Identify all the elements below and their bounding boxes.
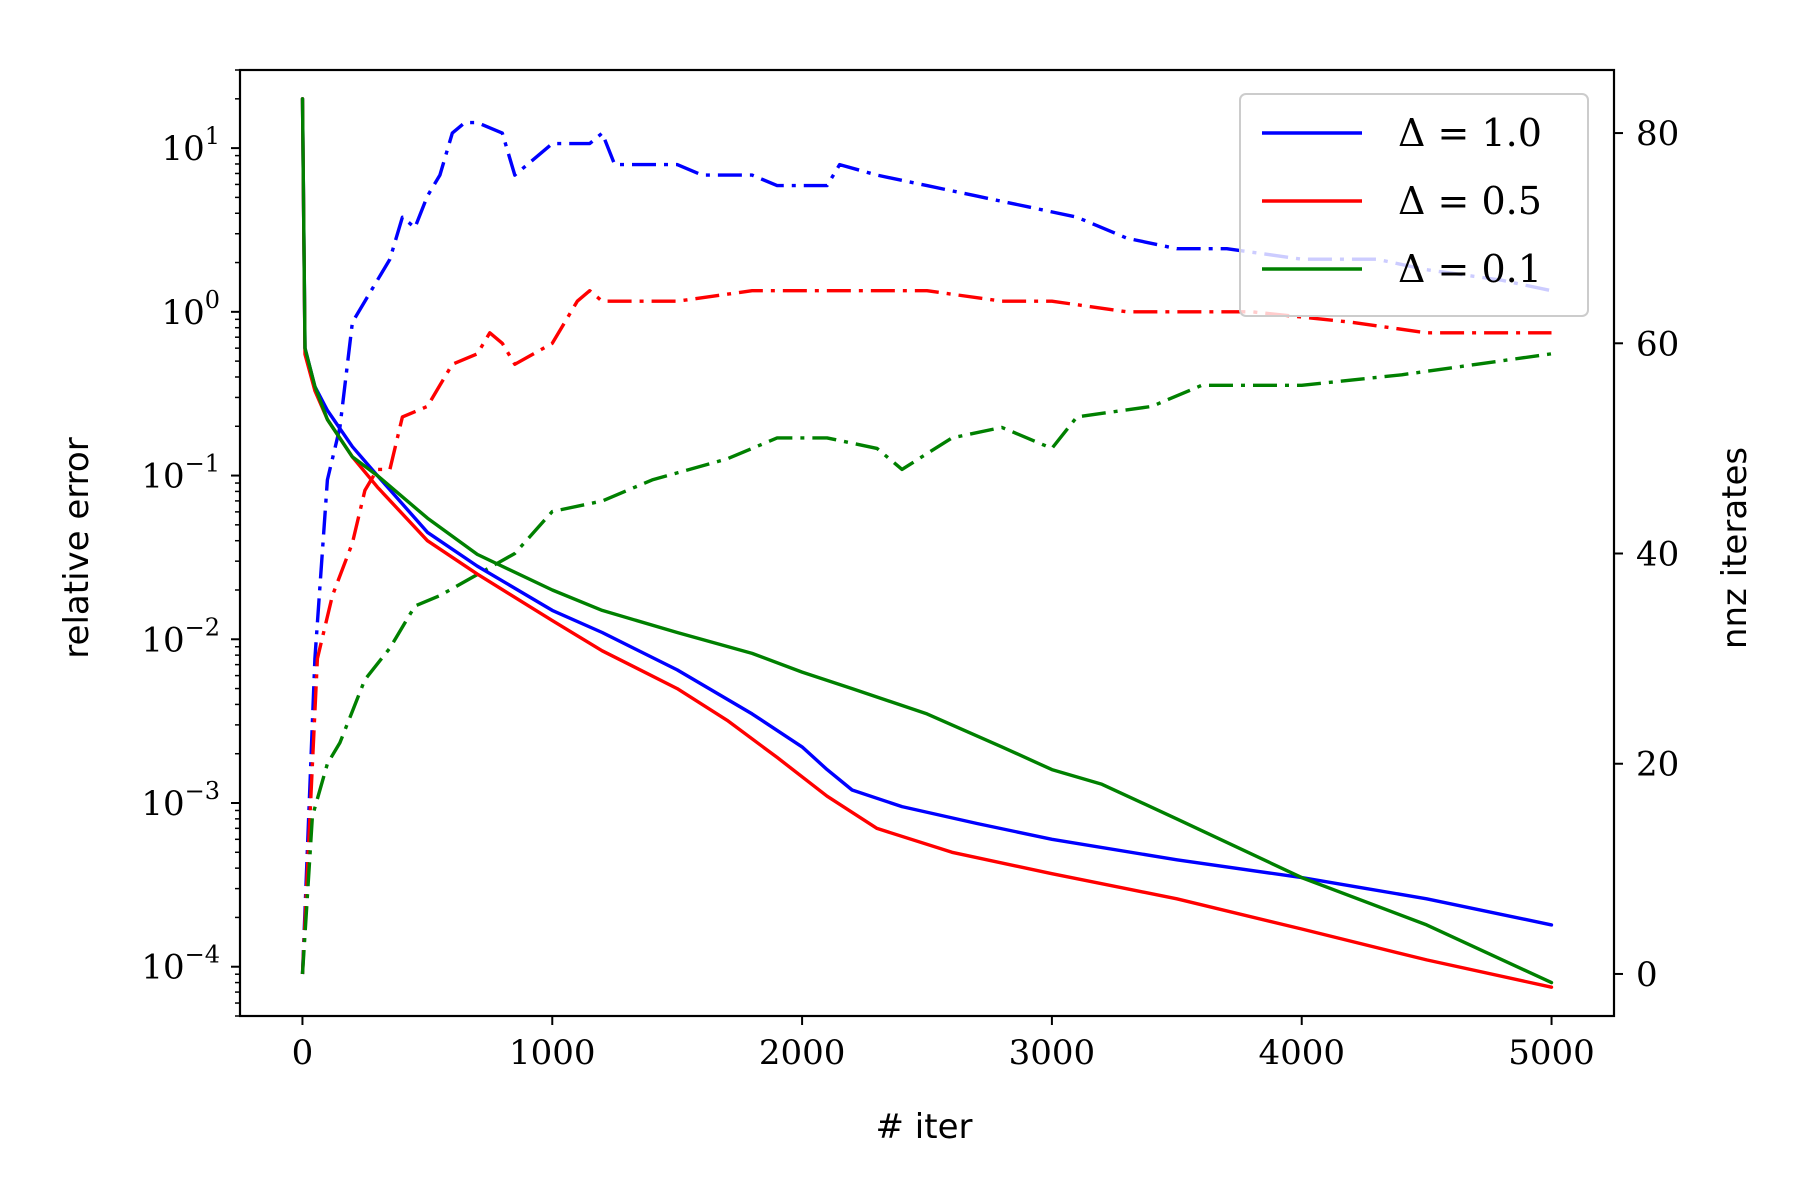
y2-tick-label: 40 [1636, 535, 1679, 575]
x-tick-label: 5000 [1508, 1033, 1595, 1073]
legend-label: Δ = 0.5 [1398, 179, 1542, 223]
y-tick-label: 100 [161, 286, 220, 333]
y-tick-label-exponent: 0 [205, 286, 220, 314]
legend-label: Δ = 0.1 [1398, 247, 1542, 291]
y2-tick-label: 80 [1636, 114, 1679, 154]
y2-tick-label: 0 [1636, 955, 1658, 995]
series-nnz-line [300, 120, 1552, 975]
y-tick-label: 10−3 [141, 777, 220, 824]
series-lines [300, 97, 1554, 989]
legend: Δ = 1.0 Δ = 0.5 Δ = 0.1 [1239, 93, 1589, 317]
y-tick-label-base: 10 [141, 784, 184, 824]
legend-label: Δ = 1.0 [1398, 111, 1542, 155]
y-tick-label-exponent: −3 [185, 777, 220, 805]
y-tick-label: 10−1 [141, 450, 220, 497]
y-tick-label-exponent: −4 [185, 941, 220, 969]
series-error-line [300, 97, 1554, 985]
y-tick-label-exponent: 1 [205, 122, 220, 150]
y-tick-label: 101 [161, 122, 220, 169]
y-tick-label: 10−2 [141, 613, 220, 660]
series-nnz-line [300, 352, 1552, 975]
y-tick-label-base: 10 [141, 620, 184, 660]
x-axis-label: # iter [876, 1107, 973, 1147]
plot-frame [238, 68, 1616, 1018]
y2-tick-label: 20 [1636, 745, 1679, 785]
x-axis: 0 1000 2000 3000 4000 5000 [292, 1016, 1595, 1073]
y-tick-label-base: 10 [141, 948, 184, 988]
series-nnz-line [300, 289, 1552, 975]
x-tick-label: 3000 [1009, 1033, 1096, 1073]
x-tick-label: 1000 [509, 1033, 596, 1073]
series-error-line [300, 97, 1554, 927]
x-tick-label: 0 [292, 1033, 314, 1073]
y-tick-label-base: 10 [141, 457, 184, 497]
y-tick-label: 10−4 [141, 941, 220, 988]
y-axis-label: relative error [57, 437, 97, 658]
y2-axis-label: nnz iterates [1715, 447, 1755, 649]
y2-tick-label: 60 [1636, 324, 1679, 364]
x-tick-label: 2000 [759, 1033, 846, 1073]
y-tick-label-exponent: −2 [185, 613, 220, 641]
y-axis-right: 0 20 40 60 80 [1614, 114, 1679, 995]
y-tick-label-base: 10 [161, 293, 204, 333]
y-tick-label-exponent: −1 [185, 450, 220, 478]
legend-box [1239, 93, 1589, 317]
x-tick-label: 4000 [1258, 1033, 1345, 1073]
y-tick-label-base: 10 [161, 129, 204, 169]
